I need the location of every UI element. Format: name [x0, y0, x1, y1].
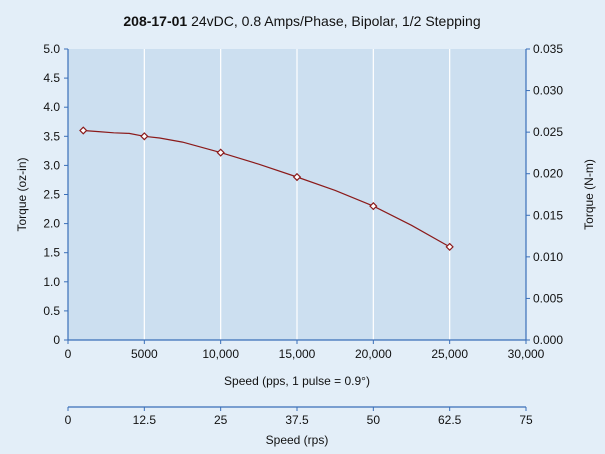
series-line [83, 129, 450, 248]
secondary-x-axis-label: Speed (rps) [266, 433, 329, 447]
data-point [369, 201, 378, 211]
y-tick-label: 3.0 [43, 158, 60, 172]
secondary-x-tick-label: 12.5 [133, 413, 157, 427]
y-axis-label: Torque (oz-in) [15, 157, 29, 231]
x-axis-label: Speed (pps, 1 pulse = 0.9°) [224, 374, 370, 388]
y-tick-label: 4.5 [43, 71, 60, 85]
chart-title-part-number: 208-17-01 [123, 13, 187, 29]
y-tick-label: 4.0 [43, 100, 60, 114]
y-tick-label: 2.0 [43, 217, 60, 231]
y-right-tick-label: 0.035 [533, 42, 563, 56]
x-tick-label: 10,000 [202, 347, 239, 361]
data-point [292, 172, 302, 182]
y-right-tick-label: 0.005 [533, 291, 563, 305]
y-tick-label: 3.5 [43, 129, 60, 143]
y-tick-label: 0.5 [43, 304, 60, 318]
y-right-tick-label: 0.000 [533, 333, 563, 347]
secondary-x-tick-label: 37.5 [285, 413, 309, 427]
chart-title: 208-17-01 24vDC, 0.8 Amps/Phase, Bipolar… [123, 13, 480, 29]
y-right-tick-label: 0.010 [533, 250, 563, 264]
y-tick-label: 1.0 [43, 275, 60, 289]
secondary-x-tick-label: 62.5 [438, 413, 462, 427]
plot-layer: 0 0.5 1.0 1.5 2.0 2.5 3.0 3.5 4.0 4.5 5.0 0.000 0.00… [15, 42, 596, 447]
data-point [79, 126, 88, 135]
secondary-x-tick-label: 75 [519, 413, 533, 427]
y-right-tick-label: 0.015 [533, 208, 563, 222]
y-tick-label: 1.5 [43, 246, 60, 260]
x-tick-label: 0 [65, 347, 72, 361]
y-right-tick-label: 0.020 [533, 167, 563, 181]
y-tick-label: 0 [53, 333, 60, 347]
y-right-tick-label: 0.030 [533, 84, 563, 98]
secondary-x-tick-label: 0 [65, 413, 72, 427]
y-right-tick-label: 0.025 [533, 125, 563, 139]
y-tick-label: 2.5 [43, 188, 60, 202]
y-axis-label-right: Torque (N-m) [582, 159, 596, 230]
data-point [140, 132, 149, 141]
chart-title-description: 24vDC, 0.8 Amps/Phase, Bipolar, 1/2 Step… [187, 13, 480, 29]
y-tick-label: 5.0 [43, 42, 60, 56]
secondary-x-tick-label: 25 [214, 413, 228, 427]
x-tick-label: 15,000 [279, 347, 316, 361]
x-tick-label: 20,000 [355, 347, 392, 361]
secondary-x-tick-label: 50 [367, 413, 381, 427]
x-tick-label: 5000 [131, 347, 158, 361]
data-point [216, 148, 225, 157]
x-tick-label: 30,000 [508, 347, 545, 361]
x-tick-label: 25,000 [431, 347, 468, 361]
data-point [445, 242, 454, 252]
